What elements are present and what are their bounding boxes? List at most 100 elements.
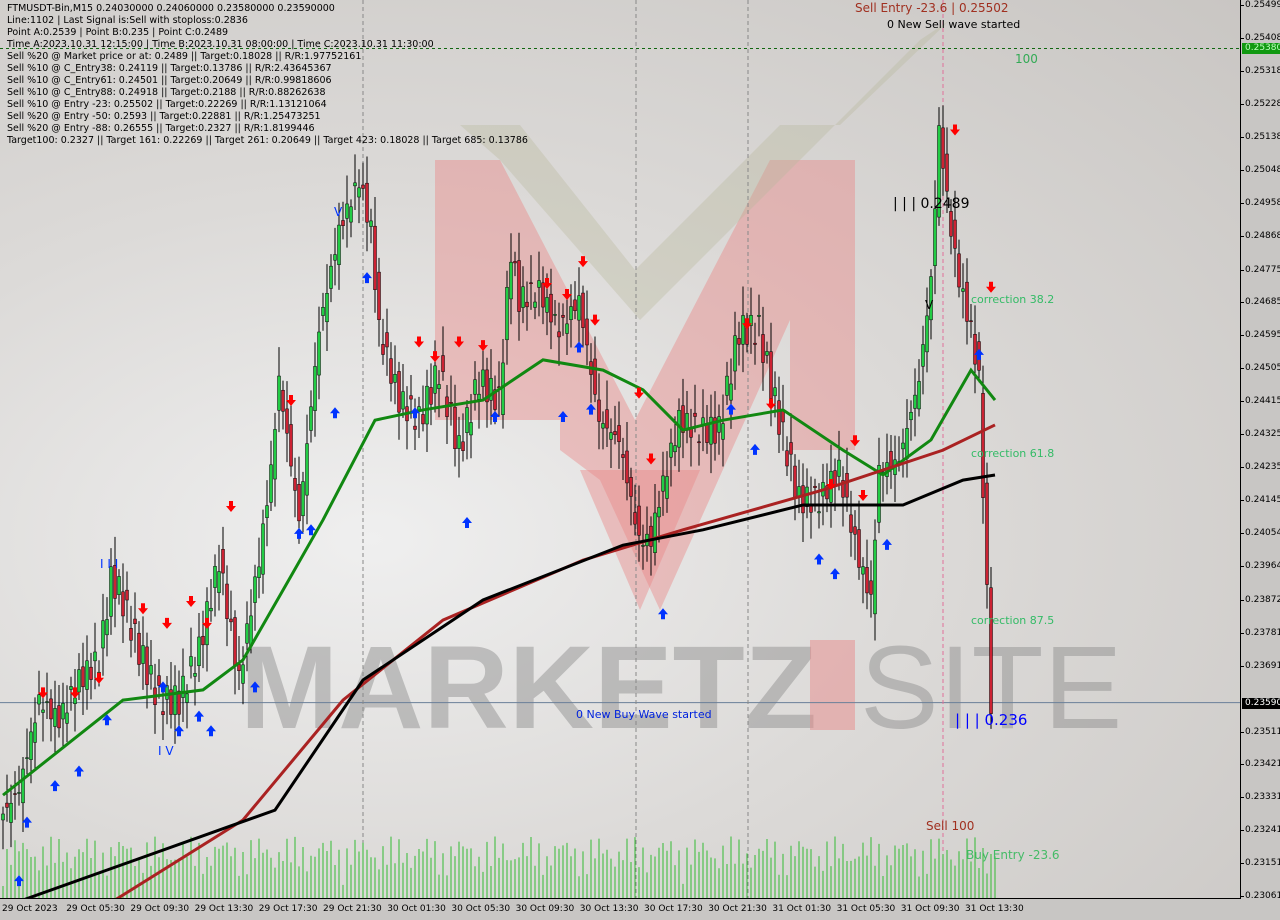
candle-body	[77, 669, 81, 693]
candle-body	[657, 507, 661, 518]
y-tick-mark	[1241, 533, 1244, 535]
y-tick-label: 0.25408	[1245, 33, 1280, 44]
y-tick-label: 0.23061	[1245, 891, 1280, 901]
candle-body	[321, 306, 325, 316]
candle-body	[517, 260, 521, 312]
candle-body	[457, 435, 461, 449]
y-tick-label: 0.23872	[1245, 594, 1280, 605]
info-line-sell-c38: Sell %10 @ C_Entry38: 0.24119 || Target:…	[7, 63, 332, 74]
candle-body	[421, 414, 425, 425]
candle-body	[817, 511, 821, 514]
candle-body	[137, 632, 141, 665]
candle-body	[25, 757, 29, 759]
sell-arrow-icon	[646, 453, 656, 465]
candle-body	[49, 698, 53, 720]
sell-arrow-icon	[850, 435, 860, 447]
candle-body	[709, 416, 713, 445]
candle-body	[949, 211, 953, 237]
x-tick-label: 31 Oct 05:30	[836, 904, 896, 914]
candle-body	[173, 685, 177, 715]
current-price-tag: 0.23590	[1242, 697, 1280, 709]
candle-body	[641, 545, 645, 547]
candle-body	[933, 208, 937, 266]
candle-body	[297, 484, 301, 522]
buy-arrow-icon	[174, 725, 184, 737]
info-line-times: Time A:2023.10.31 12:15:00 | Time B:2023…	[7, 39, 434, 50]
candle-body	[905, 428, 909, 459]
candle-body	[737, 338, 741, 345]
candle-body	[825, 485, 829, 500]
candle-body	[261, 523, 265, 575]
candle-body	[285, 408, 289, 434]
candle-body	[525, 301, 529, 308]
y-tick-label: 0.25318	[1245, 66, 1280, 77]
sell-arrow-icon	[138, 603, 148, 615]
y-tick-mark	[1241, 235, 1244, 237]
y-tick-mark	[1241, 104, 1244, 106]
buy-arrow-icon	[74, 765, 84, 777]
candle-body	[565, 323, 569, 334]
candle-body	[165, 685, 169, 700]
buy-arrow-icon	[206, 725, 216, 737]
candle-body	[289, 424, 293, 467]
y-tick-mark	[1241, 797, 1244, 799]
candle-body	[981, 393, 985, 498]
y-tick-label: 0.25048	[1245, 164, 1280, 175]
y-tick-mark	[1241, 665, 1244, 667]
candle-body	[57, 705, 61, 729]
sell-arrow-icon	[634, 387, 644, 399]
marketzsite-watermark-logo: MARKETZ SITE	[240, 20, 1122, 754]
candle-body	[865, 567, 869, 594]
candle-body	[293, 478, 297, 491]
buy-entry-label: Buy Entry -23.6	[966, 848, 1060, 862]
candle-body	[161, 711, 165, 715]
candle-body	[109, 566, 113, 617]
y-tick-mark	[1241, 565, 1244, 567]
candle-body	[353, 182, 357, 187]
correction-87-label: correction 87.5	[971, 614, 1055, 627]
candle-body	[477, 393, 481, 400]
candle-body	[429, 387, 433, 405]
sell-arrow-icon	[590, 314, 600, 326]
chart-plot-area[interactable]: MARKETZ SITE FTMUSDT-Bin,M15 0.24030000 …	[0, 0, 1241, 899]
svg-text:MARKETZ: MARKETZ	[240, 622, 817, 754]
candle-body	[889, 451, 893, 467]
candle-body	[833, 470, 837, 487]
price-axis[interactable]: 0.25380 0.23590 0.25499 0.25408 0.25318 0.2…	[1241, 0, 1280, 901]
y-tick-mark	[1241, 764, 1244, 766]
candle-body	[233, 617, 237, 667]
candle-body	[305, 443, 309, 496]
candle-body	[613, 431, 617, 436]
candle-body	[209, 607, 213, 612]
candle-body	[145, 646, 149, 685]
candle-body	[89, 666, 93, 680]
candle-body	[753, 342, 757, 345]
candle-body	[725, 375, 729, 396]
x-tick-label: 29 Oct 09:30	[130, 904, 190, 914]
ma-slow-line	[24, 473, 996, 898]
sell-arrow-icon	[562, 289, 572, 301]
candle-body	[369, 220, 373, 227]
y-tick-label: 0.23511	[1245, 726, 1280, 737]
sell-arrow-icon	[950, 124, 960, 136]
y-tick-mark	[1241, 731, 1244, 733]
y-tick-label: 0.25228	[1245, 99, 1280, 110]
candle-body	[505, 287, 509, 341]
candle-body	[729, 383, 733, 401]
candle-body	[345, 203, 349, 219]
candle-body	[125, 589, 129, 601]
buy-arrow-icon	[14, 875, 24, 887]
y-tick-mark	[1241, 863, 1244, 865]
candle-body	[33, 722, 37, 743]
sell-arrow-icon	[478, 340, 488, 352]
y-tick-mark	[1241, 466, 1244, 468]
signal-info-panel: FTMUSDT-Bin,M15 0.24030000 0.24060000 0.…	[7, 3, 528, 147]
correction-38-label: correction 38.2	[971, 293, 1055, 306]
x-tick-label: 31 Oct 01:30	[772, 904, 832, 914]
candle-body	[341, 220, 345, 226]
candle-body	[277, 375, 281, 411]
candle-body	[585, 318, 589, 346]
time-axis[interactable]: 29 Oct 2023 29 Oct 05:30 29 Oct 09:30 29 Oc…	[0, 899, 1240, 920]
y-tick-mark	[1241, 599, 1244, 601]
candle-body	[481, 369, 485, 387]
